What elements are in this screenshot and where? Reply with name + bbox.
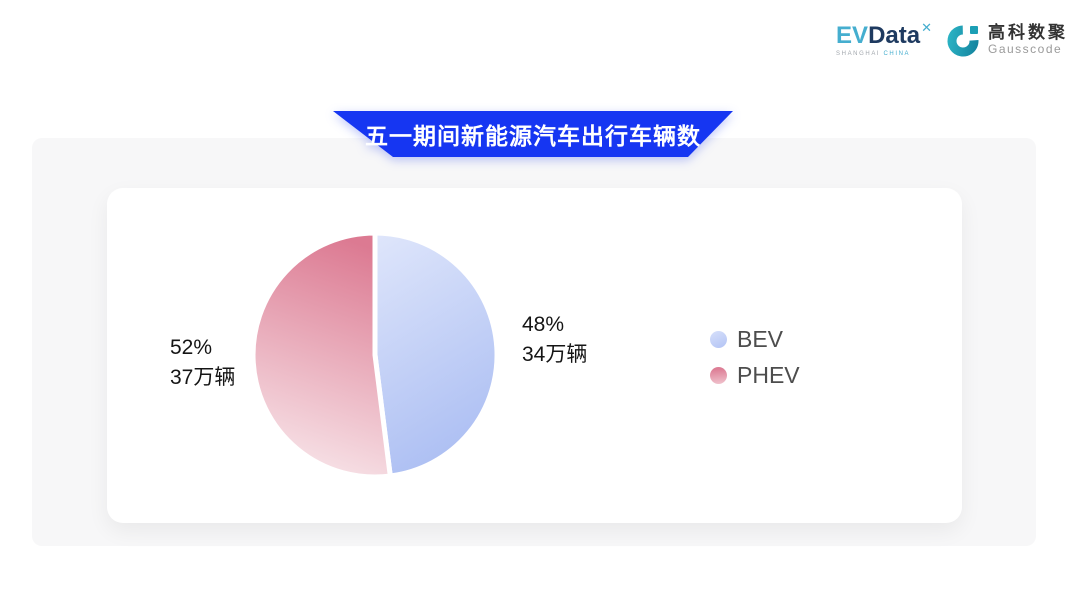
legend-item-phev[interactable]: PHEV — [710, 362, 800, 389]
pie-svg — [250, 230, 500, 480]
evdata-x-icon: ✕ — [921, 19, 932, 35]
bev-legend-dot-icon — [710, 331, 727, 348]
phev-legend-dot-icon — [710, 367, 727, 384]
gausscode-g-icon — [947, 25, 979, 57]
gausscode-en-name: Gausscode — [988, 41, 1063, 56]
evdata-wordmark: EV Data ✕ — [836, 19, 932, 49]
chart-card: 52% 37万辆 48% 34万辆 BEV PHEV — [107, 188, 962, 523]
legend-item-bev[interactable]: BEV — [710, 326, 800, 353]
phev-percent: 52% — [170, 336, 213, 359]
page-title: 五一期间新能源汽车出行车辆数 — [365, 123, 701, 149]
bev-legend-label: BEV — [737, 326, 784, 352]
header-logos: EV Data ✕ SHANGHAI CHINA — [836, 19, 1068, 58]
title-banner: 五一期间新能源汽车出行车辆数 — [333, 111, 733, 157]
pie-slice-phev[interactable] — [250, 230, 393, 480]
bev-percent: 48% — [522, 313, 565, 336]
phev-legend-label: PHEV — [737, 362, 800, 388]
evdata-subtext-shanghai: SHANGHAI — [836, 50, 881, 57]
gausscode-cn-name: 高科数聚 — [988, 23, 1068, 43]
bev-value: 34万辆 — [522, 343, 588, 366]
bev-data-label: 48% 34万辆 — [522, 310, 587, 370]
pie-slice-bev[interactable] — [372, 230, 500, 479]
phev-value: 37万辆 — [170, 366, 236, 389]
gausscode-logo: 高科数聚 Gausscode — [946, 22, 1068, 58]
banner-ribbon-shape — [333, 111, 733, 157]
evdata-data-text: Data — [868, 21, 921, 49]
evdata-ev-text: EV — [836, 21, 869, 49]
phev-data-label: 52% 37万辆 — [170, 333, 235, 393]
evdata-subtext: SHANGHAI CHINA — [836, 51, 932, 57]
evdata-subtext-china: CHINA — [883, 50, 911, 57]
chart-legend: BEV PHEV — [710, 326, 800, 389]
pie-chart — [245, 225, 505, 485]
gausscode-text: 高科数聚 Gausscode — [988, 23, 1068, 56]
evdata-logo: EV Data ✕ SHANGHAI CHINA — [836, 19, 932, 57]
